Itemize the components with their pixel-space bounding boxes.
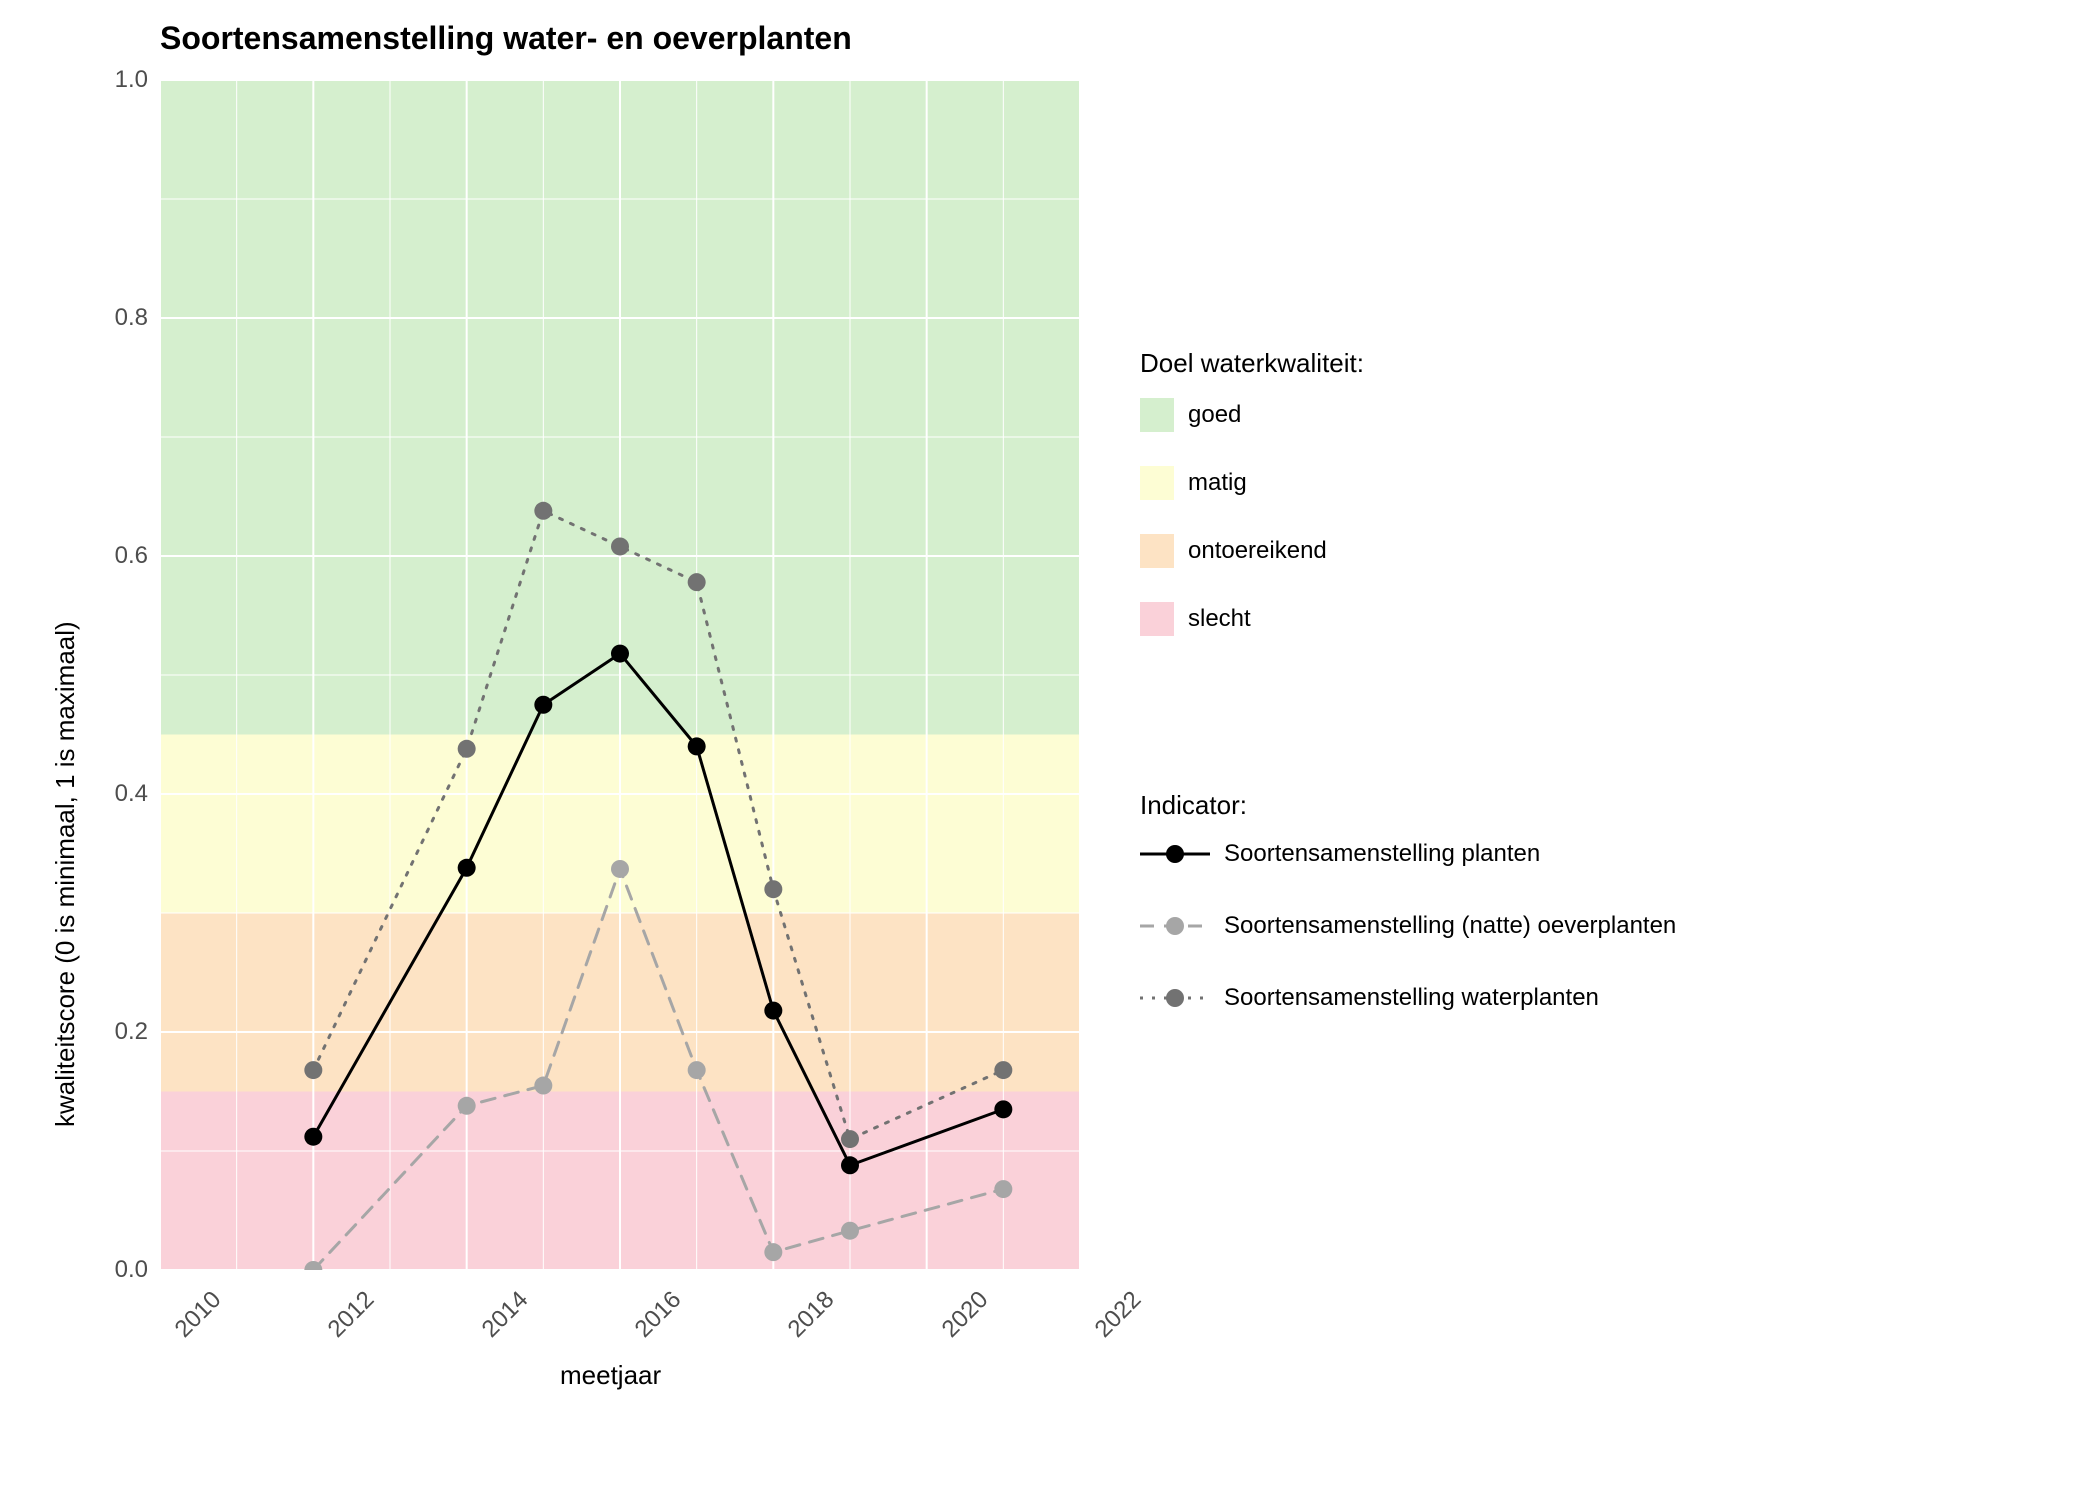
y-tick-label: 0.6: [115, 542, 148, 570]
y-tick-label: 0.0: [115, 1256, 148, 1284]
data-point: [764, 880, 782, 898]
y-tick-label: 1.0: [115, 66, 148, 94]
plot-area: [160, 80, 1080, 1270]
data-point: [611, 537, 629, 555]
data-point: [841, 1130, 859, 1148]
y-tick-label: 0.4: [115, 780, 148, 808]
legend-swatch: [1140, 534, 1174, 568]
legend-label: ontoereikend: [1188, 537, 1327, 565]
data-point: [304, 1128, 322, 1146]
x-tick-label: 2010: [170, 1286, 228, 1344]
x-tick-label: 2022: [1090, 1286, 1148, 1344]
legend-label: slecht: [1188, 605, 1251, 633]
data-point: [534, 696, 552, 714]
legend-label: goed: [1188, 401, 1241, 429]
data-point: [841, 1222, 859, 1240]
legend-indicator-item: Soortensamenstelling (natte) oeverplante…: [1140, 912, 1676, 940]
legend-quality-item: slecht: [1140, 602, 1251, 636]
data-point: [841, 1156, 859, 1174]
data-point: [994, 1061, 1012, 1079]
data-point: [994, 1100, 1012, 1118]
chart-container: Soortensamenstelling water- en oeverplan…: [0, 0, 2100, 1500]
legend-label: Soortensamenstelling (natte) oeverplante…: [1224, 912, 1676, 940]
legend-series-sample: [1140, 984, 1210, 1012]
data-point: [458, 859, 476, 877]
legend-quality-item: goed: [1140, 398, 1241, 432]
data-point: [764, 1002, 782, 1020]
legend-swatch: [1140, 602, 1174, 636]
x-tick-label: 2012: [323, 1286, 381, 1344]
y-tick-label: 0.2: [115, 1018, 148, 1046]
data-point: [611, 645, 629, 663]
data-point: [458, 1097, 476, 1115]
legend-indicator-header: Indicator:: [1140, 790, 1247, 821]
x-axis-label: meetjaar: [560, 1360, 661, 1391]
legend-series-sample: [1140, 912, 1210, 940]
legend-quality-item: matig: [1140, 466, 1247, 500]
data-point: [611, 860, 629, 878]
chart-title: Soortensamenstelling water- en oeverplan…: [160, 20, 852, 57]
legend-quality-header: Doel waterkwaliteit:: [1140, 348, 1364, 379]
y-axis-label: kwaliteitscore (0 is minimaal, 1 is maxi…: [50, 622, 81, 1128]
data-point: [458, 740, 476, 758]
x-tick-label: 2014: [476, 1286, 534, 1344]
x-tick-label: 2020: [936, 1286, 994, 1344]
legend-label: Soortensamenstelling planten: [1224, 840, 1540, 868]
legend-label: matig: [1188, 469, 1247, 497]
data-point: [534, 502, 552, 520]
y-tick-label: 0.8: [115, 304, 148, 332]
data-point: [304, 1061, 322, 1079]
legend-indicator-item: Soortensamenstelling planten: [1140, 840, 1540, 868]
legend-swatch: [1140, 398, 1174, 432]
legend-swatch: [1140, 466, 1174, 500]
legend-quality-item: ontoereikend: [1140, 534, 1327, 568]
x-tick-label: 2018: [783, 1286, 841, 1344]
data-point: [688, 573, 706, 591]
legend-label: Soortensamenstelling waterplanten: [1224, 984, 1599, 1012]
data-point: [764, 1243, 782, 1261]
data-point: [688, 1061, 706, 1079]
data-point: [688, 737, 706, 755]
x-tick-label: 2016: [630, 1286, 688, 1344]
legend-series-sample: [1140, 840, 1210, 868]
data-point: [994, 1180, 1012, 1198]
legend-indicator-item: Soortensamenstelling waterplanten: [1140, 984, 1599, 1012]
data-point: [534, 1077, 552, 1095]
